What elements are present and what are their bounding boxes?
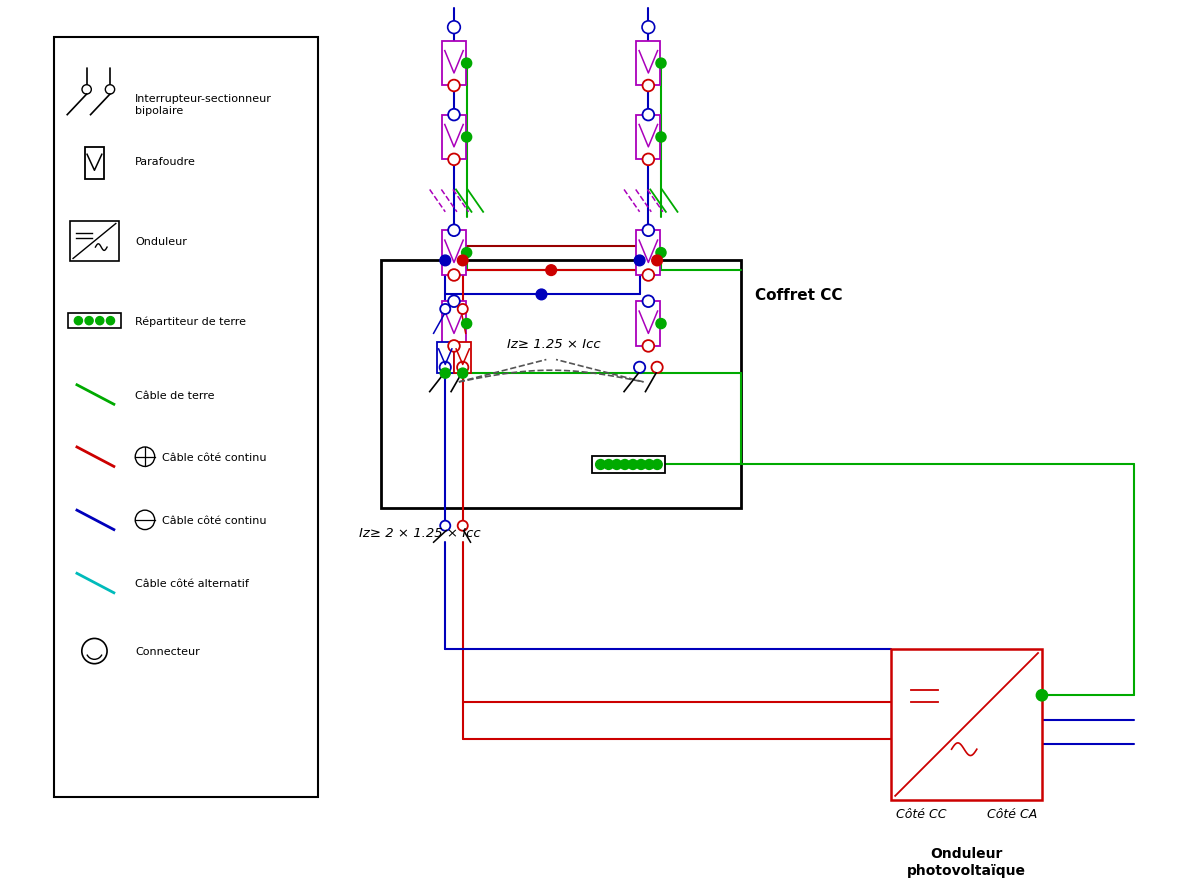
Circle shape — [634, 363, 645, 373]
Bar — [441, 302, 466, 347]
Text: Connecteur: Connecteur — [135, 646, 200, 657]
Circle shape — [75, 317, 83, 326]
Circle shape — [440, 369, 451, 378]
Text: Câble côté continu: Câble côté continu — [162, 452, 267, 462]
Text: Côté CA: Côté CA — [987, 807, 1037, 819]
Text: Répartiteur de terre: Répartiteur de terre — [135, 316, 246, 327]
Circle shape — [458, 521, 467, 531]
Circle shape — [655, 248, 666, 258]
Circle shape — [536, 290, 547, 300]
Circle shape — [645, 460, 654, 470]
Text: Câble côté alternatif: Câble côté alternatif — [135, 579, 250, 588]
Circle shape — [135, 448, 155, 467]
Bar — [636, 116, 660, 160]
Circle shape — [628, 460, 638, 470]
Circle shape — [440, 305, 451, 314]
Circle shape — [448, 81, 460, 92]
Circle shape — [545, 265, 556, 277]
Circle shape — [461, 248, 472, 258]
Circle shape — [655, 133, 666, 143]
Circle shape — [440, 255, 451, 266]
Circle shape — [440, 521, 451, 531]
Text: Coffret CC: Coffret CC — [755, 288, 842, 303]
Bar — [67, 314, 121, 328]
Bar — [593, 457, 665, 473]
Circle shape — [461, 320, 472, 329]
Circle shape — [458, 369, 467, 378]
Circle shape — [603, 460, 614, 470]
Circle shape — [458, 305, 467, 314]
Circle shape — [652, 460, 662, 470]
Circle shape — [96, 317, 104, 326]
Circle shape — [448, 296, 460, 307]
Circle shape — [440, 363, 451, 373]
Circle shape — [642, 155, 654, 166]
Bar — [85, 148, 104, 180]
Circle shape — [461, 59, 472, 69]
Bar — [441, 231, 466, 276]
Circle shape — [447, 22, 460, 34]
Circle shape — [636, 460, 646, 470]
Circle shape — [655, 320, 666, 329]
Circle shape — [105, 86, 115, 95]
Circle shape — [642, 296, 654, 307]
Circle shape — [1036, 690, 1048, 702]
Circle shape — [82, 86, 91, 95]
Text: Côté CC: Côté CC — [897, 807, 946, 819]
Circle shape — [458, 255, 468, 266]
Circle shape — [448, 225, 460, 237]
Circle shape — [642, 110, 654, 121]
Circle shape — [652, 255, 662, 266]
Circle shape — [642, 270, 654, 282]
Circle shape — [448, 155, 460, 166]
Text: Câble de terre: Câble de terre — [135, 390, 215, 400]
Circle shape — [642, 22, 654, 34]
Circle shape — [642, 225, 654, 237]
Circle shape — [652, 363, 662, 373]
Circle shape — [448, 270, 460, 282]
Circle shape — [85, 317, 93, 326]
Circle shape — [642, 81, 654, 92]
Bar — [70, 221, 118, 262]
Text: Onduleur
photovoltaïque: Onduleur photovoltaïque — [907, 846, 1026, 876]
Bar — [441, 116, 466, 160]
Circle shape — [642, 341, 654, 352]
Circle shape — [135, 511, 155, 530]
Bar — [891, 650, 1042, 800]
Bar — [636, 302, 660, 347]
Bar — [454, 342, 472, 374]
Text: Iz≥ 2 × 1.25 × Icc: Iz≥ 2 × 1.25 × Icc — [358, 527, 480, 539]
Text: Onduleur: Onduleur — [135, 237, 187, 247]
Circle shape — [82, 638, 108, 664]
Bar — [53, 38, 318, 797]
Circle shape — [595, 460, 606, 470]
Circle shape — [612, 460, 622, 470]
Circle shape — [655, 59, 666, 69]
Text: Iz≥ 1.25 × Icc: Iz≥ 1.25 × Icc — [508, 337, 601, 350]
Circle shape — [448, 110, 460, 121]
Text: Interrupteur-sectionneur
bipolaire: Interrupteur-sectionneur bipolaire — [135, 94, 272, 116]
Circle shape — [106, 317, 115, 326]
Text: Parafoudre: Parafoudre — [135, 157, 196, 167]
Circle shape — [634, 255, 645, 266]
Bar — [441, 42, 466, 86]
Bar — [437, 342, 454, 374]
Circle shape — [448, 341, 460, 352]
Bar — [636, 42, 660, 86]
Circle shape — [620, 460, 629, 470]
Bar — [381, 261, 741, 508]
Bar — [636, 231, 660, 276]
Text: Câble côté continu: Câble côté continu — [162, 515, 267, 525]
Circle shape — [457, 363, 468, 373]
Circle shape — [461, 133, 472, 143]
